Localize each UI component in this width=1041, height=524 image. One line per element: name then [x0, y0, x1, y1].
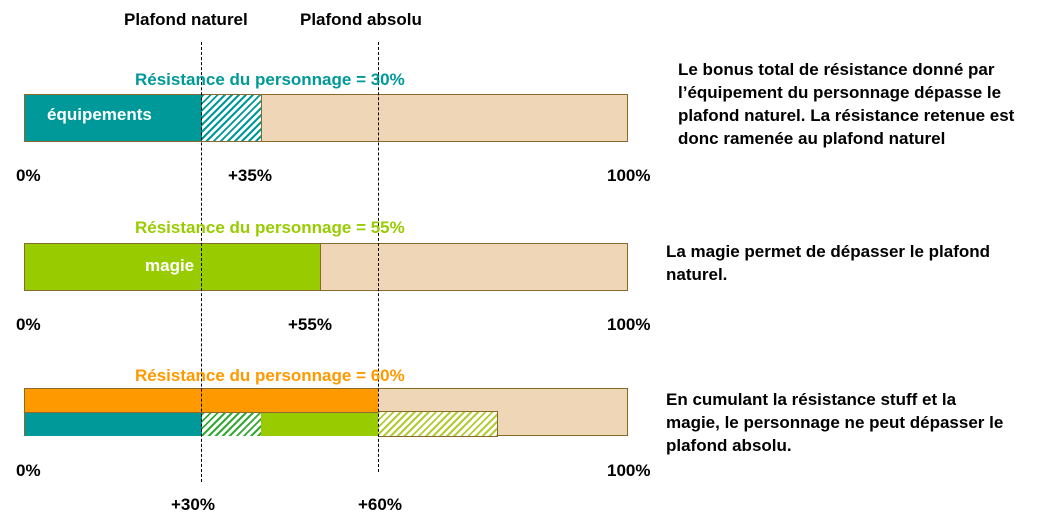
absolute-cap-marker: +60% [358, 495, 402, 514]
absolute-cap-header: Plafond absolu [300, 10, 422, 29]
bar3-equipment-segment [25, 412, 202, 436]
bar3-scale-min: 0% [16, 461, 41, 480]
bar1-excess-hatched-segment [202, 95, 262, 141]
bar2-marker-label: +55% [288, 315, 332, 334]
bar1-equipment-label: équipements [47, 105, 152, 124]
absolute-cap-line [378, 42, 379, 472]
bar3-description: En cumulant la résistance stuff et la ma… [666, 390, 1004, 455]
bar2-scale-max: 100% [607, 315, 651, 334]
bar1-description: Le bonus total de résistance donné par l… [678, 60, 1015, 148]
natural-cap-header: Plafond naturel [124, 10, 248, 29]
natural-cap-marker: +30% [171, 495, 215, 514]
bar3-magic-excess-segment [378, 411, 498, 437]
bar3-magic-segment [261, 412, 378, 436]
bar3-equipment-excess-segment [202, 412, 261, 436]
bar3-title: Résistance du personnage = 60% [135, 366, 405, 385]
bar2-scale-min: 0% [16, 315, 41, 334]
bar3-scale-max: 100% [607, 461, 651, 480]
bar1-scale-min: 0% [16, 166, 41, 185]
bar2-title: Résistance du personnage = 55% [135, 218, 405, 237]
bar2-magic-segment [25, 244, 321, 290]
bar1-scale-max: 100% [607, 166, 651, 185]
bar2-description: La magie permet de dépasser le plafond n… [666, 242, 991, 284]
bar1-marker-label: +35% [228, 166, 272, 185]
bar1-title: Résistance du personnage = 30% [135, 70, 405, 89]
bar2-magic-label: magie [145, 256, 195, 275]
bar1-equipment-segment [25, 95, 202, 141]
natural-cap-line [201, 42, 202, 482]
